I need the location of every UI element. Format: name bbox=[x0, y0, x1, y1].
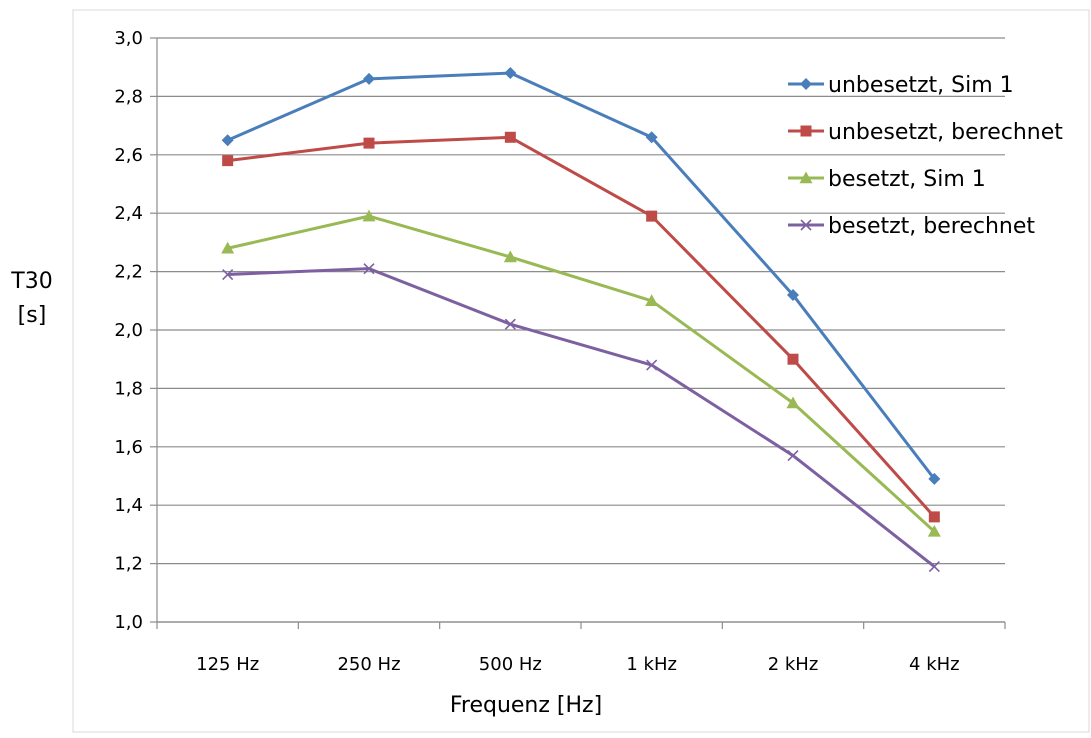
y-tick-label: 2,4 bbox=[114, 203, 143, 224]
chart-frame bbox=[72, 9, 1090, 733]
data-point bbox=[222, 268, 234, 281]
series-0 bbox=[221, 67, 941, 485]
y-tick-label: 1,8 bbox=[114, 378, 143, 399]
x-tick-label: 4 kHz bbox=[909, 654, 960, 675]
data-point bbox=[363, 137, 375, 149]
series-2 bbox=[221, 209, 941, 537]
data-point bbox=[646, 210, 658, 222]
y-axis-title-line1: T30 bbox=[10, 269, 52, 294]
legend-item: unbesetzt, Sim 1 bbox=[788, 73, 1014, 98]
data-point bbox=[645, 294, 659, 306]
data-point bbox=[928, 511, 940, 523]
y-tick-label: 3,0 bbox=[114, 28, 143, 49]
data-point bbox=[928, 560, 940, 573]
data-point bbox=[928, 472, 941, 485]
x-tick-label: 500 Hz bbox=[479, 654, 542, 675]
y-tick-label: 2,8 bbox=[114, 86, 143, 107]
data-point bbox=[786, 396, 800, 409]
y-tick-label: 1,4 bbox=[114, 495, 143, 516]
series-3 bbox=[222, 263, 940, 573]
x-tick-label: 125 Hz bbox=[196, 654, 259, 675]
data-point bbox=[221, 241, 235, 254]
legend-label: unbesetzt, berechnet bbox=[828, 120, 1063, 145]
data-point bbox=[504, 318, 516, 330]
data-point bbox=[787, 353, 799, 365]
series-line bbox=[227, 214, 936, 533]
legend-label: besetzt, berechnet bbox=[828, 214, 1035, 239]
y-tick-label: 1,2 bbox=[114, 554, 143, 575]
data-point bbox=[504, 131, 516, 143]
legend-marker bbox=[800, 125, 812, 137]
labels: T30 [s] Frequenz [Hz] bbox=[10, 269, 602, 718]
series-line bbox=[227, 135, 936, 518]
data-point bbox=[362, 209, 376, 222]
y-tick-label: 1,6 bbox=[114, 437, 143, 458]
axes: 1,0 1,2 1,4 1,6 1,8 2,0 2,2 2,4 2,6 2,8 3,0 125 Hz 2… bbox=[114, 28, 1006, 675]
legend-label: unbesetzt, Sim 1 bbox=[828, 73, 1014, 98]
y-tick-label: 1,0 bbox=[114, 612, 143, 633]
legend-marker bbox=[800, 219, 812, 231]
legend-item: unbesetzt, berechnet bbox=[788, 120, 1063, 145]
data-point bbox=[221, 134, 234, 147]
data-point bbox=[646, 359, 658, 371]
legend-label: besetzt, Sim 1 bbox=[828, 167, 986, 192]
x-tick-label: 2 kHz bbox=[768, 654, 819, 675]
x-tick-label: 250 Hz bbox=[337, 654, 400, 675]
legend-item: besetzt, berechnet bbox=[788, 214, 1035, 239]
x-tick-label: 1 kHz bbox=[626, 654, 677, 675]
legend-marker bbox=[799, 171, 813, 184]
y-tick-label: 2,2 bbox=[114, 262, 143, 283]
legend-marker bbox=[800, 78, 812, 90]
data-point bbox=[787, 288, 799, 301]
series-1 bbox=[222, 131, 940, 523]
y-axis-title-line2: [s] bbox=[18, 303, 47, 328]
data-point bbox=[927, 524, 941, 537]
x-axis-title: Frequenz [Hz] bbox=[450, 693, 602, 718]
y-tick-label: 2,0 bbox=[114, 320, 143, 341]
data-point bbox=[363, 72, 375, 85]
data-point bbox=[363, 263, 375, 275]
data-point bbox=[222, 155, 234, 167]
series-line bbox=[227, 267, 936, 568]
legend: unbesetzt, Sim 1 unbesetzt, berechnet bese… bbox=[788, 73, 1063, 239]
legend-item: besetzt, Sim 1 bbox=[788, 167, 986, 192]
series-group bbox=[221, 67, 941, 573]
data-point bbox=[504, 67, 517, 80]
data-point bbox=[645, 131, 658, 144]
series-line bbox=[227, 71, 936, 480]
data-point bbox=[787, 449, 799, 462]
y-tick-label: 2,6 bbox=[114, 145, 143, 166]
data-point bbox=[503, 250, 517, 263]
